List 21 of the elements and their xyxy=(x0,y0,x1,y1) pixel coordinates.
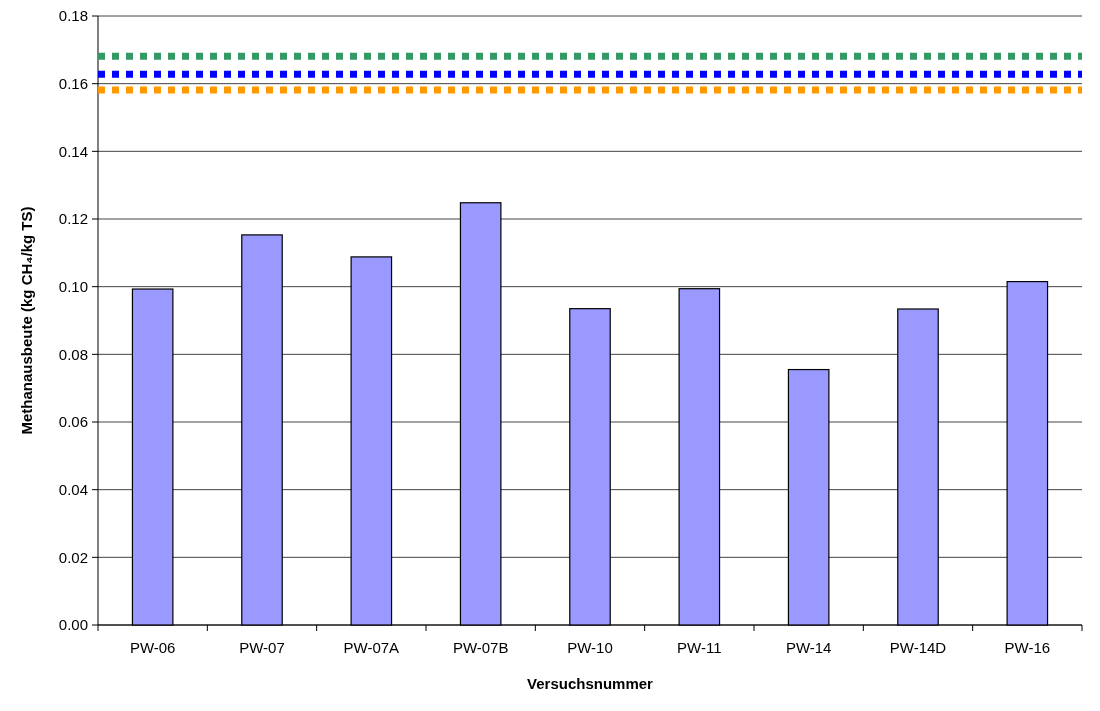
y-tick-label: 0.02 xyxy=(58,548,88,566)
x-tick-label: PW-14D xyxy=(889,639,947,656)
y-tick-label: 0.08 xyxy=(58,345,88,363)
x-axis-title: Versuchsnummer xyxy=(527,675,654,692)
x-tick-label: PW-06 xyxy=(129,639,176,656)
y-axis-title: Methanausbeute (kg CH₄/kg TS) xyxy=(18,206,35,435)
y-tick-label: 0.04 xyxy=(58,480,88,498)
x-tick-label: PW-07 xyxy=(239,639,285,656)
x-tick-label: PW-14 xyxy=(785,639,832,656)
x-tick-label: PW-11 xyxy=(677,639,722,656)
y-tick-label: 0.16 xyxy=(58,74,88,92)
y-tick-label: 0.00 xyxy=(58,616,88,634)
x-tick-label: PW-07B xyxy=(452,639,509,656)
y-tick-label: 0.06 xyxy=(58,413,88,431)
x-tick-label: PW-10 xyxy=(567,639,613,656)
y-tick-label: 0.14 xyxy=(58,142,88,160)
x-tick-label: PW-07A xyxy=(343,639,400,656)
y-tick-label: 0.18 xyxy=(58,7,88,25)
x-tick-label: PW-16 xyxy=(1004,639,1051,656)
y-tick-label: 0.10 xyxy=(58,277,88,295)
y-tick-label: 0.12 xyxy=(58,210,88,228)
